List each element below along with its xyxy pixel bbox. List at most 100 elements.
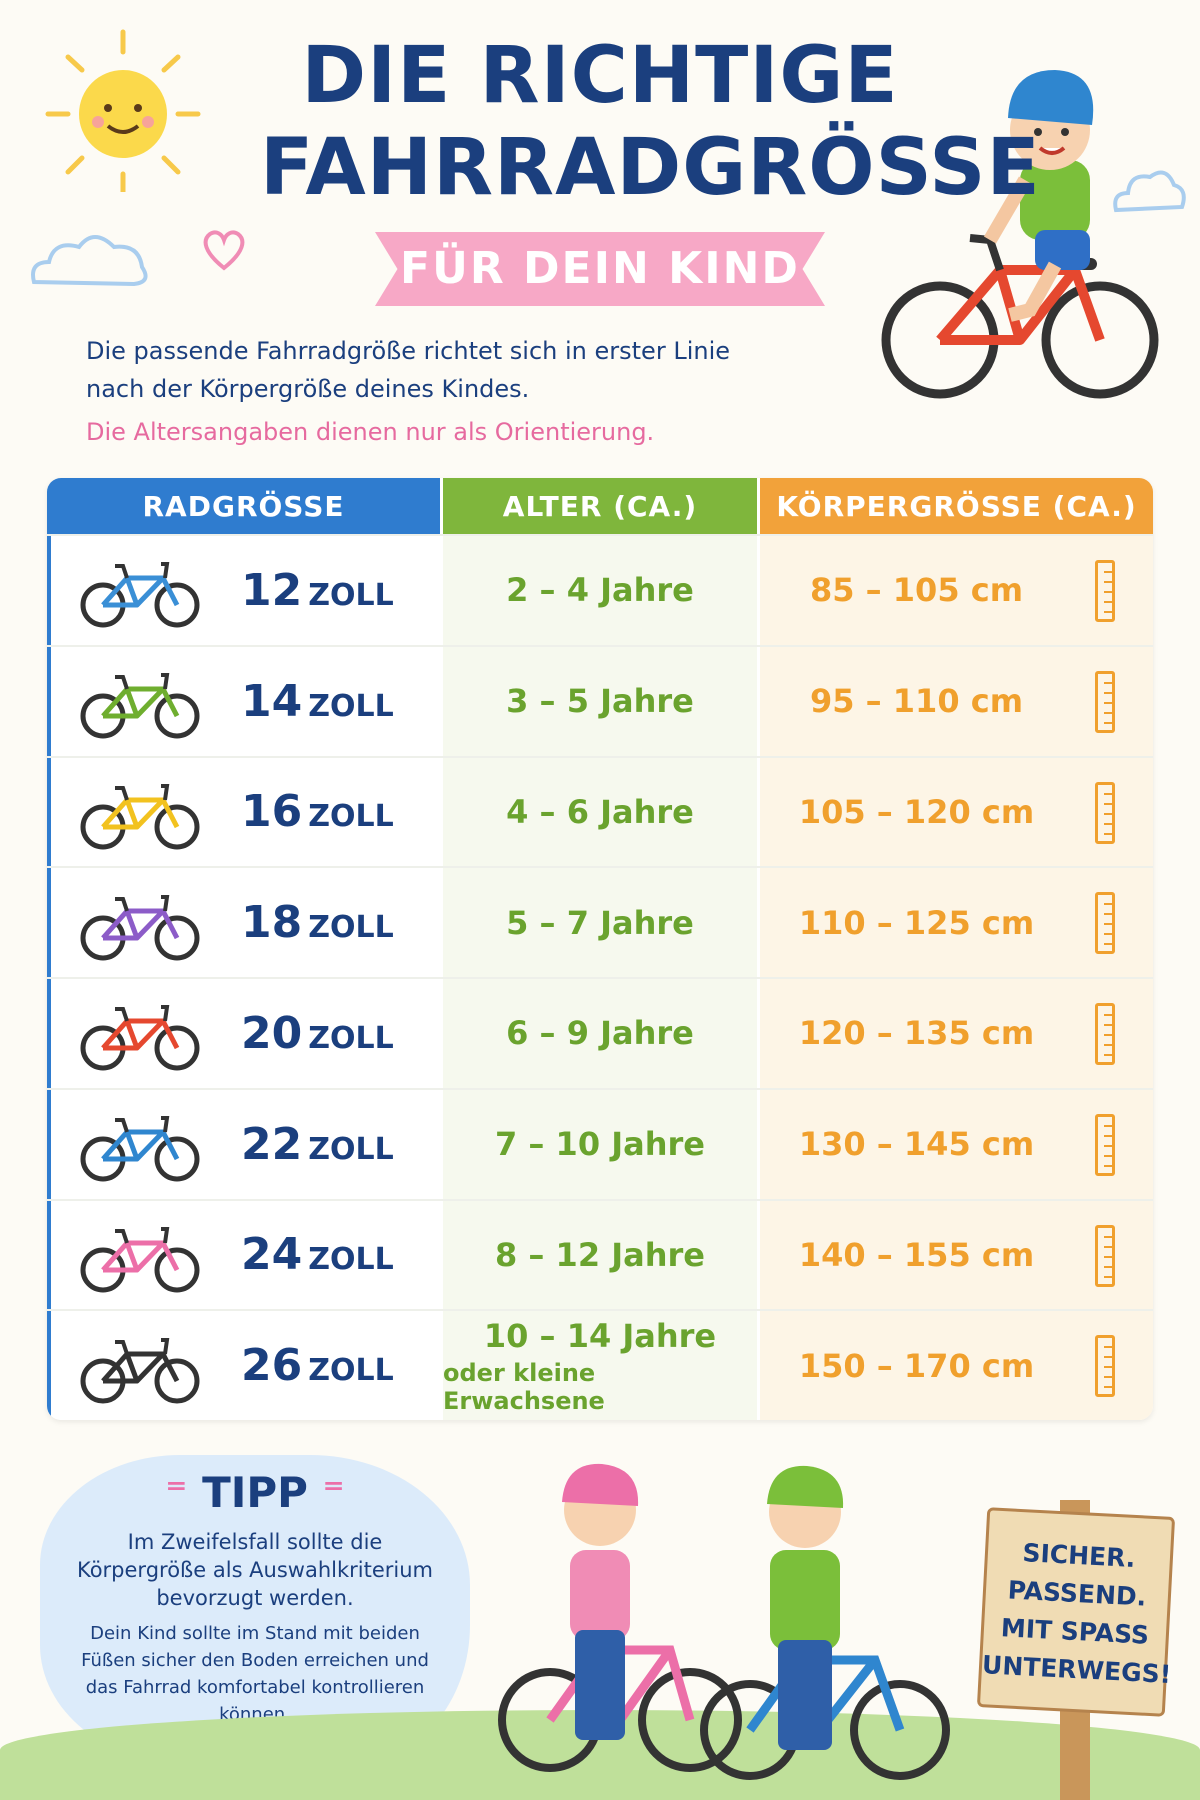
wheel-size-number: 26	[241, 1340, 303, 1392]
bike-icon	[80, 894, 200, 961]
wheel-size-number: 12	[241, 564, 303, 616]
bike-icon	[80, 562, 200, 628]
wheel-size-cell: 22 ZOLL	[47, 1089, 440, 1199]
height-range: 130 – 145 cm	[798, 1125, 1035, 1164]
size-table: RADGRÖSSE ALTER (CA.) KÖRPERGRÖSSE (CA.)…	[47, 478, 1153, 1420]
intro-line-2: nach der Körpergröße deines Kindes.	[86, 375, 530, 403]
age-cell: 7 – 10 Jahre	[443, 1089, 757, 1199]
wheel-size-number: 18	[241, 897, 303, 949]
bike-icon	[80, 673, 200, 739]
wheel-size: 22 ZOLL	[241, 1119, 394, 1170]
bike-icon	[80, 1226, 200, 1293]
table-row: 14 ZOLL 3 – 5 Jahre 95 – 110 cm	[47, 644, 1153, 756]
height-cell: 95 – 110 cm	[760, 646, 1153, 756]
table-row: 22 ZOLL 7 – 10 Jahre 130 – 145 cm	[47, 1087, 1153, 1199]
wheel-size-unit: ZOLL	[308, 1242, 394, 1278]
ruler-icon	[1095, 1335, 1115, 1398]
age-cell: 8 – 12 Jahre	[443, 1200, 757, 1310]
header-wheel-size: RADGRÖSSE	[47, 478, 440, 534]
height-cell: 120 – 135 cm	[760, 979, 1153, 1088]
wheel-size-cell: 14 ZOLL	[47, 646, 440, 756]
wheel-size: 14 ZOLL	[241, 676, 394, 727]
ruler-icon	[1095, 1113, 1115, 1176]
wheel-size-cell: 24 ZOLL	[47, 1200, 440, 1310]
height-range: 110 – 125 cm	[798, 903, 1035, 942]
age-range: 5 – 7 Jahre	[506, 903, 694, 942]
wheel-size: 18 ZOLL	[241, 897, 394, 948]
wooden-sign: SICHER. PASSEND. MIT SPASS UNTERWEGS!	[976, 1507, 1176, 1717]
tip-title: ⁼ TIPP ⁼	[40, 1468, 470, 1517]
wheel-size-unit: ZOLL	[308, 1131, 394, 1167]
age-cell: 4 – 6 Jahre	[443, 757, 757, 867]
age-range: 3 – 5 Jahre	[506, 682, 694, 721]
ruler-icon	[1095, 1224, 1115, 1287]
age-cell: 2 – 4 Jahre	[443, 536, 757, 645]
height-cell: 105 – 120 cm	[760, 757, 1153, 867]
sign-line-4: UNTERWEGS!	[981, 1650, 1172, 1690]
wheel-size-number: 22	[241, 1118, 303, 1170]
bike-icon	[80, 1005, 200, 1071]
header-body-height: KÖRPERGRÖSSE (CA.)	[760, 478, 1153, 534]
wheel-size-number: 20	[241, 1007, 303, 1059]
wheel-size: 26 ZOLL	[241, 1340, 394, 1391]
table-row: 20 ZOLL 6 – 9 Jahre 120 – 135 cm	[47, 977, 1153, 1088]
height-cell: 85 – 105 cm	[760, 536, 1153, 645]
height-range: 120 – 135 cm	[798, 1014, 1035, 1053]
subtitle-banner: FÜR DEIN KIND	[375, 232, 825, 306]
height-cell: 110 – 125 cm	[760, 868, 1153, 977]
wheel-size-unit: ZOLL	[308, 1020, 394, 1056]
ruler-icon	[1095, 892, 1115, 955]
age-cell: 3 – 5 Jahre	[443, 646, 757, 756]
wheel-size-cell: 20 ZOLL	[47, 979, 440, 1088]
sparkle-icon: ⁼	[165, 1468, 203, 1517]
ruler-icon	[1095, 560, 1115, 622]
age-cell: 5 – 7 Jahre	[443, 868, 757, 977]
age-range: 7 – 10 Jahre	[495, 1125, 705, 1164]
bike-icon	[80, 783, 200, 850]
age-range: 10 – 14 Jahre	[483, 1316, 717, 1355]
age-range: 2 – 4 Jahre	[506, 571, 694, 610]
bike-icon	[80, 1116, 200, 1182]
cloud-icon	[1113, 170, 1186, 213]
table-row: 12 ZOLL 2 – 4 Jahre 85 – 105 cm	[47, 534, 1153, 645]
height-range: 150 – 170 cm	[798, 1346, 1035, 1385]
age-cell: 6 – 9 Jahre	[443, 979, 757, 1088]
age-note: Die Altersangaben dienen nur als Orienti…	[86, 418, 655, 446]
intro-text: Die passende Fahrradgröße richtet sich i…	[86, 332, 806, 408]
ruler-icon	[1095, 1003, 1115, 1065]
wheel-size-cell: 26 ZOLL	[47, 1311, 440, 1420]
page-title: DIE RICHTIGE FAHRRADGRÖSSE	[260, 30, 1041, 214]
table-row: 24 ZOLL 8 – 12 Jahre 140 – 155 cm	[47, 1198, 1153, 1310]
table-row: 26 ZOLL 10 – 14 Jahre oder kleine Erwachs…	[47, 1309, 1153, 1420]
wheel-size-unit: ZOLL	[308, 910, 394, 946]
cloud-icon	[31, 235, 148, 287]
table-row: 16 ZOLL 4 – 6 Jahre 105 – 120 cm	[47, 755, 1153, 867]
wheel-size-cell: 16 ZOLL	[47, 757, 440, 867]
intro-line-1: Die passende Fahrradgröße richtet sich i…	[86, 337, 731, 365]
heart-icon	[203, 230, 245, 271]
wheel-size-number: 24	[241, 1229, 303, 1281]
wheel-size: 16 ZOLL	[241, 786, 394, 837]
wheel-size-unit: ZOLL	[308, 688, 394, 724]
wheel-size: 24 ZOLL	[241, 1229, 394, 1280]
height-cell: 130 – 145 cm	[760, 1089, 1153, 1199]
title-line-2: FAHRRADGRÖSSE	[260, 123, 1041, 213]
age-extra: oder kleine Erwachsene	[443, 1358, 605, 1415]
bike-icon	[80, 1337, 200, 1404]
age-range: 4 – 6 Jahre	[506, 792, 694, 831]
ruler-icon	[1095, 781, 1115, 844]
wheel-size: 12 ZOLL	[241, 565, 394, 616]
child-cyclist-illustration	[881, 70, 1159, 399]
wheel-size-cell: 18 ZOLL	[47, 868, 440, 977]
table-header: RADGRÖSSE ALTER (CA.) KÖRPERGRÖSSE (CA.)	[47, 478, 1153, 534]
height-range: 140 – 155 cm	[798, 1235, 1035, 1274]
table-row: 18 ZOLL 5 – 7 Jahre 110 – 125 cm	[47, 866, 1153, 977]
wheel-size-number: 14	[241, 675, 303, 727]
tip-title-text: TIPP	[202, 1468, 308, 1517]
wheel-size-number: 16	[241, 786, 303, 838]
age-range: 8 – 12 Jahre	[495, 1235, 705, 1274]
height-cell: 140 – 155 cm	[760, 1200, 1153, 1310]
sparkle-icon: ⁼	[307, 1468, 345, 1517]
wheel-size-unit: ZOLL	[308, 1353, 394, 1389]
age-range: 6 – 9 Jahre	[506, 1014, 694, 1053]
